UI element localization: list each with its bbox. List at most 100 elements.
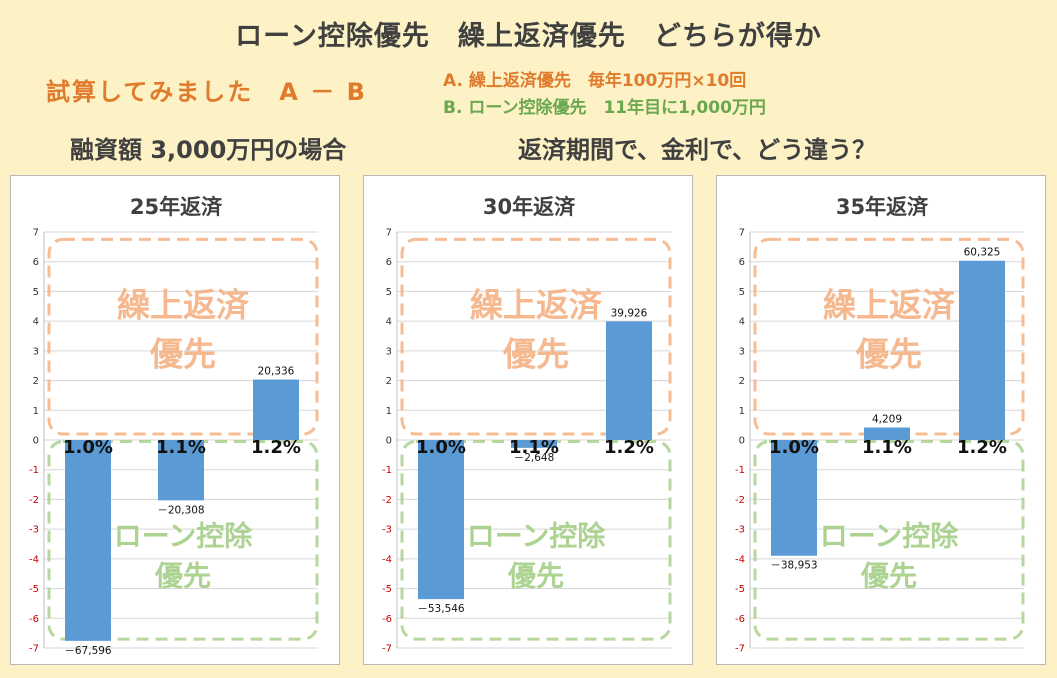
data-label: 60,325 <box>964 247 1001 259</box>
data-label: 39,926 <box>611 307 648 319</box>
y-tick-label: -6 <box>382 614 392 625</box>
main-title: ローン控除優先 繰上返済優先 どちらが得か <box>235 21 822 52</box>
category-label: 1.0% <box>769 437 819 458</box>
chart-title: 30年返済 <box>483 195 576 219</box>
y-tick-label: 7 <box>739 228 745 239</box>
chart-title: 25年返済 <box>130 195 223 219</box>
y-tick-label: 0 <box>386 436 392 447</box>
y-tick-label: -3 <box>29 525 39 536</box>
zone-label-priority: 優先 <box>855 335 922 374</box>
y-tick-label: 2 <box>386 376 392 387</box>
data-label: 4,209 <box>872 413 902 425</box>
y-tick-label: -5 <box>382 584 392 595</box>
comparison-question: 返済期間で、金利で、どう違う？ <box>518 136 877 164</box>
y-tick-label: -6 <box>735 614 745 625</box>
y-tick-label: 3 <box>33 346 39 357</box>
zone-label-prepayment: 繰上返済 <box>470 286 603 325</box>
y-tick-label: -2 <box>382 495 392 506</box>
y-tick-label: 2 <box>739 376 745 387</box>
y-tick-label: 4 <box>33 317 39 328</box>
chart-25-year: 25年返済76543210-1-2-3-4-5-6-7繰上返済優先ローン控除優先… <box>29 195 319 657</box>
y-tick-label: 6 <box>739 257 745 268</box>
y-tick-label: -7 <box>29 644 39 655</box>
y-tick-label: 1 <box>386 406 392 417</box>
bar <box>158 440 204 501</box>
zone-label-priority: 優先 <box>507 560 564 593</box>
y-tick-label: -7 <box>735 644 745 655</box>
y-tick-label: 6 <box>386 257 392 268</box>
y-tick-label: 3 <box>386 346 392 357</box>
zone-label-loan-deduction: ローン控除 <box>820 519 960 552</box>
category-label: 1.1% <box>509 437 559 458</box>
y-tick-label: -3 <box>382 525 392 536</box>
zone-label-priority: 優先 <box>154 560 211 593</box>
category-label: 1.1% <box>862 437 912 458</box>
y-tick-label: 5 <box>739 287 745 298</box>
y-tick-label: 0 <box>739 436 745 447</box>
bar <box>418 440 464 600</box>
data-label: －2,648 <box>514 452 555 464</box>
zone-label-priority: 優先 <box>860 560 917 593</box>
y-tick-label: -3 <box>735 525 745 536</box>
zone-label-priority: 優先 <box>149 335 216 374</box>
y-tick-label: 5 <box>386 287 392 298</box>
bar <box>864 427 910 440</box>
bar <box>606 321 652 440</box>
category-label: 1.1% <box>156 437 206 458</box>
bar <box>771 440 817 556</box>
bar <box>253 379 299 440</box>
zone-box-prepayment-priority <box>47 237 319 436</box>
zone-label-priority: 優先 <box>502 335 569 374</box>
y-tick-label: -4 <box>382 554 392 565</box>
y-tick-label: -7 <box>382 644 392 655</box>
y-tick-label: -5 <box>29 584 39 595</box>
option-a-description: A. 繰上返済優先 毎年100万円×10回 <box>443 71 747 91</box>
bar <box>65 440 111 641</box>
chart-panel-25-year: 25年返済 7 6 5 4 3 2 1 0 -1 -2 -3 -4 -5 -6 -7 繰上返済 優先 ローン控除 優先… <box>10 175 340 665</box>
data-label: 20,336 <box>258 366 295 378</box>
y-tick-label: -2 <box>29 495 39 506</box>
y-tick-label: 1 <box>739 406 745 417</box>
y-tick-label: -5 <box>735 584 745 595</box>
y-tick-label: -4 <box>29 554 39 565</box>
zone-label-loan-deduction: ローン控除 <box>467 519 607 552</box>
y-tick-label: 3 <box>739 346 745 357</box>
y-tick-label: 1 <box>33 406 39 417</box>
chart-30-year: 30年返済76543210-1-2-3-4-5-6-7繰上返済優先ローン控除優先… <box>382 195 672 655</box>
y-tick-label: 7 <box>33 228 39 239</box>
y-tick-label: 4 <box>386 317 392 328</box>
y-tick-label: 5 <box>33 287 39 298</box>
data-label: －67,596 <box>64 645 112 657</box>
bar <box>959 260 1005 440</box>
y-tick-label: 6 <box>33 257 39 268</box>
y-tick-label: -6 <box>29 614 39 625</box>
y-tick-label: -4 <box>735 554 745 565</box>
y-tick-label: 4 <box>739 317 745 328</box>
y-tick-label: 7 <box>386 228 392 239</box>
y-tick-label: -2 <box>735 495 745 506</box>
category-label: 1.2% <box>251 437 301 458</box>
zone-label-prepayment: 繰上返済 <box>117 286 250 325</box>
subtitle: 試算してみました A － B <box>46 78 367 106</box>
chart-35-year: 35年返済76543210-1-2-3-4-5-6-7繰上返済優先ローン控除優先… <box>735 195 1025 655</box>
chart-title: 35年返済 <box>836 195 929 219</box>
data-label: －53,546 <box>417 603 465 615</box>
category-label: 1.0% <box>416 437 466 458</box>
chart-panel-35-year: 35年返済 7 6 5 4 3 2 1 0 -1 -2 -3 -4 -5 -6 -7 繰上返済 優先 ローン控除 優先… <box>716 175 1046 665</box>
zone-box-prepayment-priority <box>400 237 672 436</box>
y-tick-label: -1 <box>735 465 745 476</box>
y-tick-label: -1 <box>29 465 39 476</box>
data-label: －38,953 <box>770 560 817 572</box>
loan-amount-label: 融資額 3,000万円の場合 <box>70 136 347 164</box>
zone-label-prepayment: 繰上返済 <box>823 286 956 325</box>
bar <box>511 440 557 448</box>
data-label: －20,308 <box>157 504 204 516</box>
category-label: 1.2% <box>604 437 654 458</box>
y-tick-label: 2 <box>33 376 39 387</box>
zone-box-loan-deduction-priority <box>753 439 1025 641</box>
category-label: 1.2% <box>957 437 1007 458</box>
chart-panel-30-year: 30年返済 7 6 5 4 3 2 1 0 -1 -2 -3 -4 -5 -6 -7 繰上返済 優先 ローン控除 優先… <box>363 175 693 665</box>
option-b-description: B. ローン控除優先 11年目に1,000万円 <box>443 98 766 118</box>
category-label: 1.0% <box>63 437 113 458</box>
zone-label-loan-deduction: ローン控除 <box>114 519 254 552</box>
